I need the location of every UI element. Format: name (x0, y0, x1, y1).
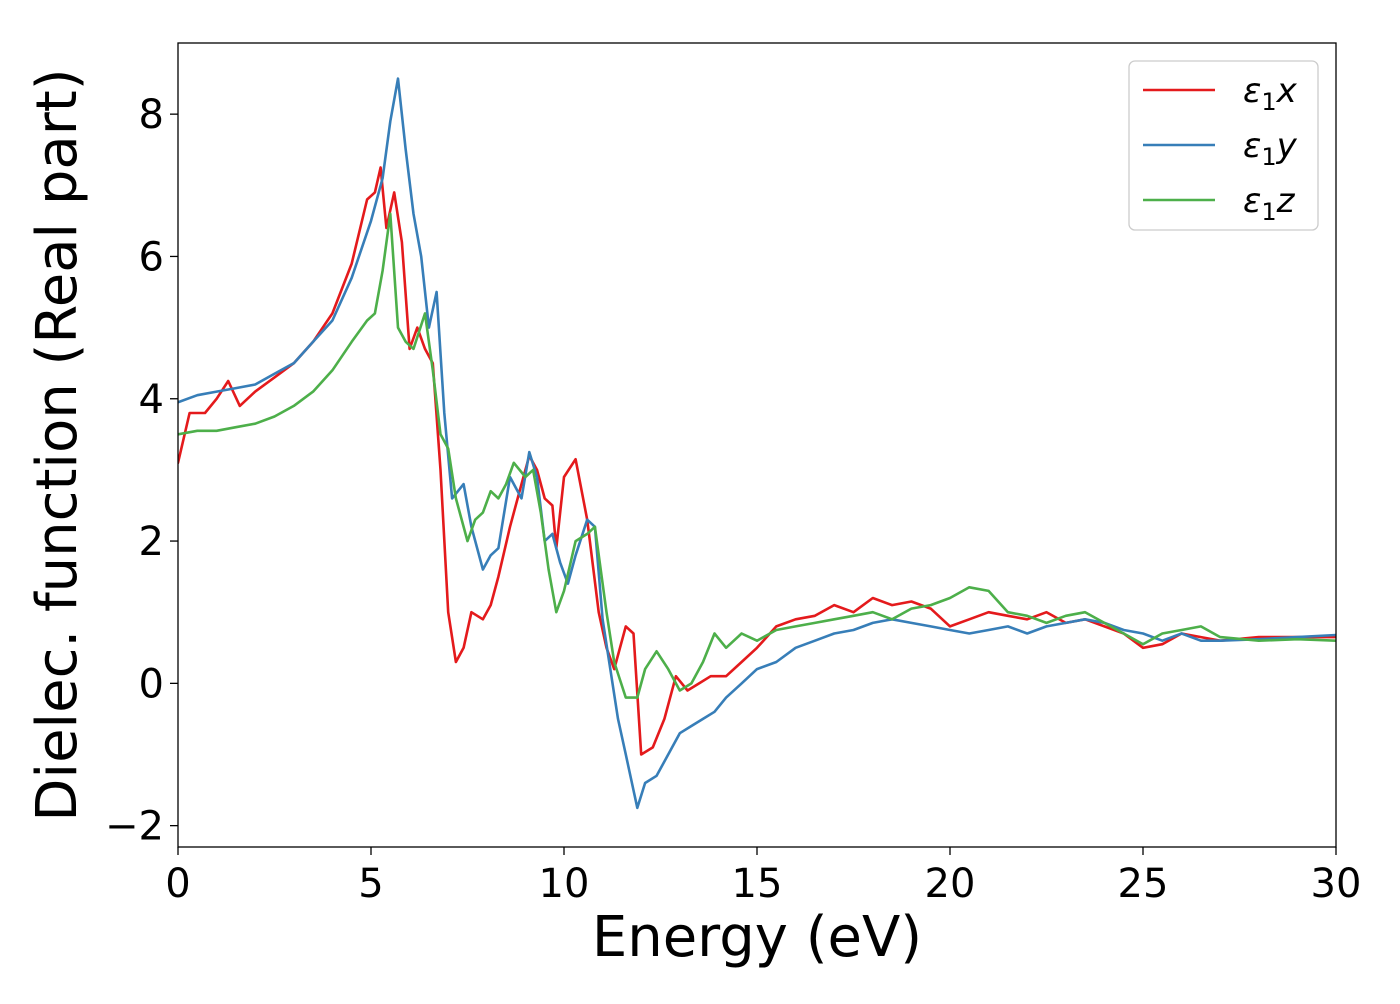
x-tick-label: 0 (165, 861, 190, 907)
x-axis-title: Energy (eV) (592, 905, 922, 970)
x-tick-label: 20 (925, 861, 976, 907)
legend: ε1x ε1y ε1z (1128, 60, 1319, 231)
y-axis: −2 0 2 4 6 8 (105, 92, 178, 850)
x-tick-label: 25 (1118, 861, 1169, 907)
y-tick-label: 4 (139, 377, 164, 423)
x-axis: 0 5 10 15 20 25 30 (165, 847, 1361, 907)
x-tick-label: 30 (1311, 861, 1362, 907)
series-line-0 (178, 166, 1336, 756)
legend-label-2: ε1z (1243, 181, 1296, 226)
legend-box (1128, 60, 1319, 231)
y-axis-title: Dielec. function (Real part) (25, 68, 90, 821)
y-tick-label: −2 (105, 804, 164, 850)
series-line-1 (178, 77, 1336, 810)
legend-label-0: ε1x (1243, 71, 1298, 116)
y-tick-label: 6 (139, 234, 164, 280)
x-tick-label: 15 (732, 861, 783, 907)
y-tick-label: 0 (139, 661, 164, 707)
y-tick-label: 8 (139, 92, 164, 138)
x-tick-label: 5 (358, 861, 383, 907)
series-layer (178, 77, 1336, 810)
legend-label-1: ε1y (1243, 126, 1298, 171)
y-tick-label: 2 (139, 519, 164, 565)
x-tick-label: 10 (539, 861, 590, 907)
series-line-2 (178, 212, 1336, 699)
